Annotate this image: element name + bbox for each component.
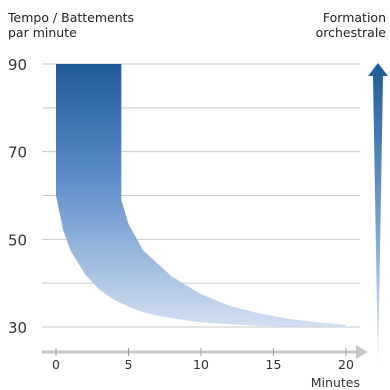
- y-tick-label: 70: [8, 144, 27, 162]
- x-tick-label: 0: [52, 357, 60, 372]
- right-label-line1: Formation: [323, 10, 386, 25]
- y-axis-label-line2: par minute: [8, 25, 77, 40]
- y-ticks: 30 50 70 90: [8, 56, 27, 337]
- tempo-area: [56, 64, 346, 327]
- x-tick-label: 5: [125, 357, 133, 372]
- x-axis: [42, 345, 368, 359]
- x-axis-label: Minutes: [311, 375, 360, 390]
- x-tick-label: 10: [193, 357, 209, 372]
- y-tick-label: 30: [8, 319, 27, 337]
- right-label-line2: orchestrale: [316, 25, 387, 40]
- x-tick-label: 20: [338, 357, 354, 372]
- y-axis-label-line1: Tempo / Battements: [7, 10, 134, 25]
- x-ticks: 0 5 10 15 20: [52, 348, 354, 372]
- y-tick-label: 90: [8, 56, 27, 74]
- orchestral-formation-arrow-icon: [368, 63, 388, 368]
- x-axis-arrow-icon: [356, 345, 368, 359]
- y-tick-label: 50: [8, 231, 27, 249]
- tempo-area-shape: [56, 64, 346, 327]
- x-tick-label: 15: [266, 357, 282, 372]
